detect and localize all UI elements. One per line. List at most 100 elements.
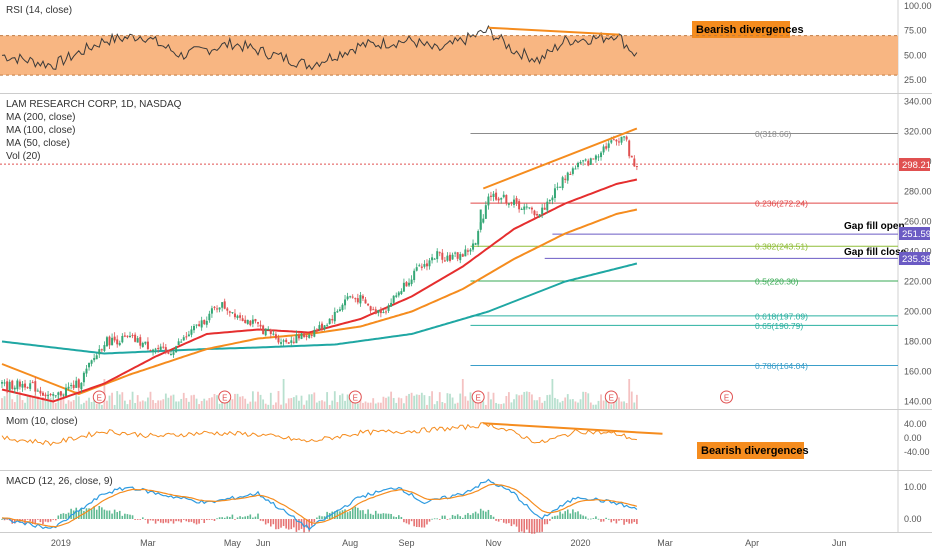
gap-fill-close-tag <box>899 252 930 265</box>
earnings-marker[interactable] <box>348 390 362 404</box>
candle-body <box>285 339 288 343</box>
macd-histogram-bar <box>152 519 154 521</box>
rsi-legend[interactable]: RSI (14, close) <box>6 5 72 16</box>
volume-bar <box>633 402 636 409</box>
macd-histogram-bar <box>136 519 139 520</box>
candle-body <box>607 143 610 148</box>
candle-body <box>200 320 203 328</box>
candle-body <box>44 394 47 397</box>
ma200-legend[interactable]: MA (200, close) <box>6 112 75 123</box>
macd-histogram-bar <box>577 511 579 519</box>
macd-histogram-bar <box>206 519 208 521</box>
symbol-legend[interactable]: LAM RESEARCH CORP, 1D, NASDAQ <box>6 99 182 110</box>
macd-histogram-bar <box>126 514 129 519</box>
macd-tick-label: 0.00 <box>904 514 922 524</box>
macd-histogram-bar <box>367 509 369 519</box>
macd-histogram-bar <box>331 511 334 519</box>
momentum-tick-label: -40.00 <box>904 447 930 457</box>
volume-bar <box>413 395 416 409</box>
volume-bar <box>49 397 52 409</box>
candle-body <box>495 192 498 200</box>
macd-histogram-bar <box>218 517 221 519</box>
macd-axis: 10.00 0.00 <box>904 482 927 524</box>
macd-histogram-bar <box>282 519 285 527</box>
volume-bar <box>525 391 528 409</box>
candle-body <box>443 260 446 262</box>
fibonacci-levels: 0(318.66) 0.236(272.24) 0.382(243.51) 0.5(2… <box>470 129 898 371</box>
candle-body <box>277 337 280 343</box>
candle-body <box>431 257 434 261</box>
price-trend-line <box>482 127 638 190</box>
volume-bar <box>403 403 405 409</box>
candle-body <box>505 195 508 204</box>
volume-legend[interactable]: Vol (20) <box>6 151 40 162</box>
volume-bar <box>377 402 380 409</box>
macd-histogram-bar <box>221 517 223 519</box>
macd-histogram-bar <box>426 519 428 525</box>
volume-bar <box>369 402 372 409</box>
candle-body <box>259 324 262 327</box>
macd-histogram-bar <box>129 514 131 519</box>
volume-bar <box>415 394 418 409</box>
macd-histogram-bar <box>502 519 505 523</box>
candle-body <box>418 265 421 267</box>
macd-histogram-bar <box>500 519 502 520</box>
macd-histogram-bar <box>464 514 467 519</box>
macd-histogram-bar <box>259 519 262 521</box>
candle-body <box>515 198 518 203</box>
candle-body <box>507 203 510 205</box>
earnings-marker[interactable] <box>471 390 485 404</box>
earnings-marker[interactable] <box>719 390 733 404</box>
ma100-legend[interactable]: MA (100, close) <box>6 125 75 136</box>
volume-bar <box>19 391 21 409</box>
candle-body <box>546 201 549 211</box>
candle-body <box>446 255 449 261</box>
macd-histogram-bar <box>264 519 267 525</box>
macd-legend[interactable]: MACD (12, 26, close, 9) <box>6 476 113 487</box>
candle-body <box>103 345 106 351</box>
macd-histogram-bar <box>49 519 52 522</box>
macd-histogram-bar <box>472 513 474 519</box>
volume-bar <box>574 401 577 409</box>
fib-level-label: 0.786(164.04) <box>755 361 808 371</box>
volume-bar <box>533 400 536 409</box>
volume-bar <box>564 397 567 409</box>
macd-histogram-bar <box>180 519 182 523</box>
candle-body <box>582 160 585 162</box>
volume-bar <box>275 402 277 409</box>
volume-bar <box>90 401 93 409</box>
macd-histogram-bar <box>518 519 520 532</box>
candle-body <box>344 299 347 306</box>
volume-bar <box>24 402 26 409</box>
earnings-marker[interactable] <box>604 390 618 404</box>
volume-bar <box>497 403 500 409</box>
macd-histogram-bar <box>346 512 349 519</box>
fib-level-label: 0.618(197.09) <box>755 311 808 321</box>
macd-histogram-bar <box>600 519 602 522</box>
momentum-legend[interactable]: Mom (10, close) <box>6 416 78 427</box>
candle-body <box>356 298 359 303</box>
macd-histogram-bar <box>428 519 431 522</box>
macd-tick-label: 10.00 <box>904 482 927 492</box>
candle-body <box>193 326 195 331</box>
macd-histogram-bar <box>165 519 167 523</box>
volume-bar <box>600 394 602 409</box>
volume-bar <box>39 400 42 409</box>
candle-body <box>308 334 311 338</box>
candle-body <box>49 394 52 396</box>
volume-bar <box>323 401 326 409</box>
earnings-marker[interactable] <box>218 390 232 404</box>
volume-bar <box>577 402 579 409</box>
volume-bar <box>487 391 490 409</box>
macd-histogram-bar <box>572 509 574 519</box>
ma50-legend[interactable]: MA (50, close) <box>6 138 70 149</box>
candle-body <box>95 355 98 360</box>
candle-body <box>129 335 131 338</box>
macd-histogram-bar <box>618 519 620 521</box>
macd-histogram-bar <box>226 516 229 519</box>
volume-bar <box>362 402 364 409</box>
earnings-marker[interactable] <box>92 390 106 404</box>
fib-level-label: 0.382(243.51) <box>755 242 808 252</box>
candle-body <box>587 160 590 166</box>
volume-bar <box>77 396 80 409</box>
